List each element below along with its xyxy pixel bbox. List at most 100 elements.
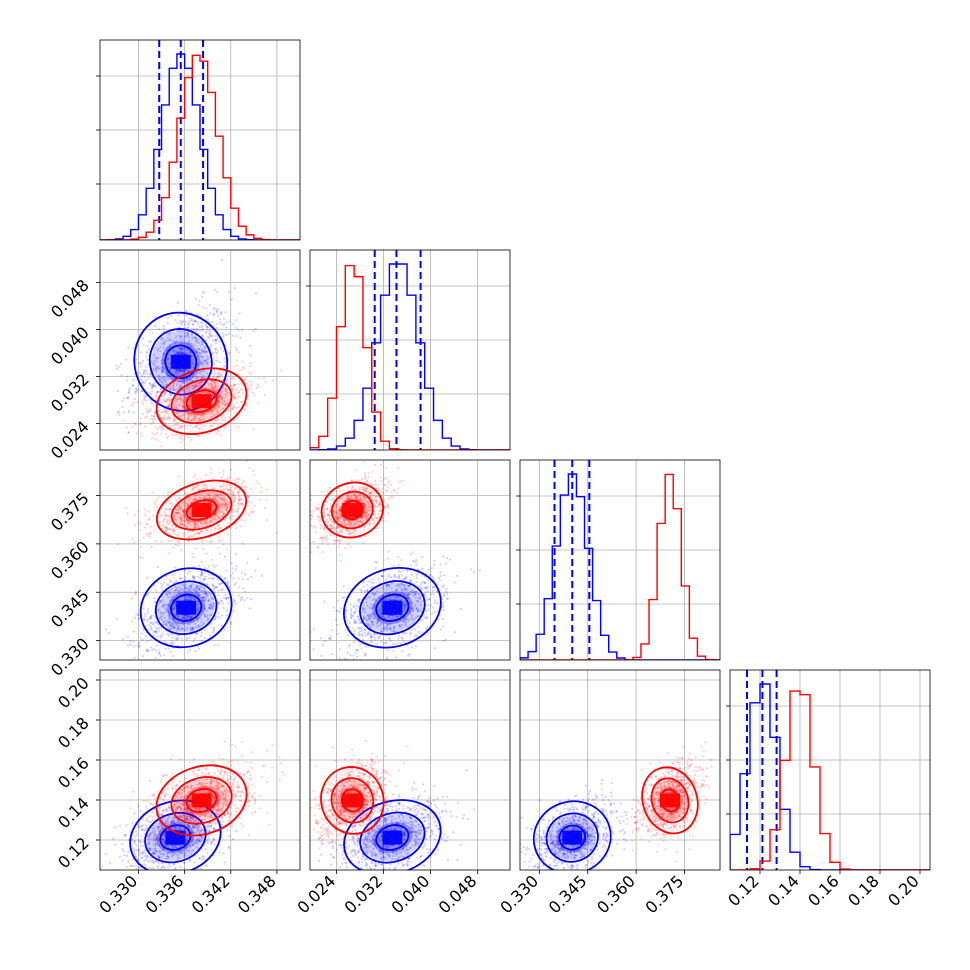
sample-point [206,328,209,331]
sample-point [169,417,172,420]
sample-point [170,434,173,437]
sample-point [383,570,386,573]
sample-point [177,369,181,372]
sample-point [178,504,181,507]
sample-point [409,580,413,584]
sample-point [197,341,200,345]
sample-point [370,603,373,606]
sample-point [175,586,179,589]
sample-point [237,493,240,496]
sample-point [244,486,247,489]
sample-point [207,384,211,387]
sample-point [186,388,189,391]
sample-point [177,404,180,407]
sample-point [180,520,183,523]
sample-point [407,592,410,595]
sample-point [134,390,137,393]
sample-point [243,599,246,602]
sample-point [164,529,168,532]
sample-point [365,601,368,604]
sample-point [116,367,119,371]
sample-point [213,394,216,398]
sample-point [220,581,223,585]
sample-point [417,625,420,628]
sample-point [409,579,412,582]
sample-point [181,515,184,518]
sample-point [168,615,171,619]
sample-point [121,637,125,641]
sample-point [160,432,163,435]
sample-point [170,632,173,636]
sample-point [204,596,207,600]
sample-point [200,573,203,576]
sample-point [152,584,156,587]
sample-point [197,593,200,596]
sample-point [238,586,241,589]
sample-point [179,622,182,625]
sample-point [223,505,226,509]
sample-point [138,372,141,375]
sample-point [151,386,154,390]
sample-point [212,629,215,632]
sample-point [216,578,219,581]
sample-point [196,493,199,496]
sample-point [410,616,413,619]
sample-point [403,607,406,610]
sample-point [179,369,182,372]
sample-point [139,521,142,525]
sample-point [363,628,367,631]
sample-point [182,394,185,397]
sample-point [196,618,199,621]
sample-point [159,600,162,603]
sample-point [356,600,359,603]
sample-point [166,398,169,401]
sample-point [237,383,240,386]
sample-point [179,380,182,383]
sample-point [221,385,225,388]
sample-point [214,359,218,362]
sample-point [238,505,241,508]
sample-point [178,346,181,349]
sample-point [189,520,192,523]
sample-point [216,402,219,405]
sample-point [181,398,185,401]
sample-point [133,645,136,648]
sample-point [174,621,177,624]
sample-point [332,521,335,524]
sample-point [459,607,462,610]
sample-point [338,539,341,542]
sample-point [183,380,186,383]
sample-point [241,542,244,546]
sample-point [171,607,175,611]
sample-point [334,618,338,621]
sample-point [203,350,207,353]
sample-point [217,412,220,415]
sample-point [363,514,367,517]
sample-point [179,588,182,591]
sample-point [393,573,396,576]
sample-point [398,623,401,626]
sample-point [187,413,190,416]
sample-point [406,593,409,596]
sample-point [392,630,395,633]
sample-point [182,519,186,523]
sample-point [176,398,179,401]
sample-point [209,592,213,596]
sample-point [223,497,226,501]
sample-point [216,376,219,379]
sample-point [141,655,145,658]
sample-point [161,371,164,374]
sample-point [109,667,111,669]
sample-point [180,518,183,521]
sample-point [192,413,195,416]
sample-point [407,593,410,596]
sample-point [173,418,176,421]
sample-point [219,503,222,507]
sample-point [199,584,202,587]
sample-point [161,513,164,516]
sample-point [372,513,375,516]
sample-point [161,401,164,404]
sample-point [192,576,195,579]
sample-point [362,580,365,584]
sample-point [221,323,224,326]
